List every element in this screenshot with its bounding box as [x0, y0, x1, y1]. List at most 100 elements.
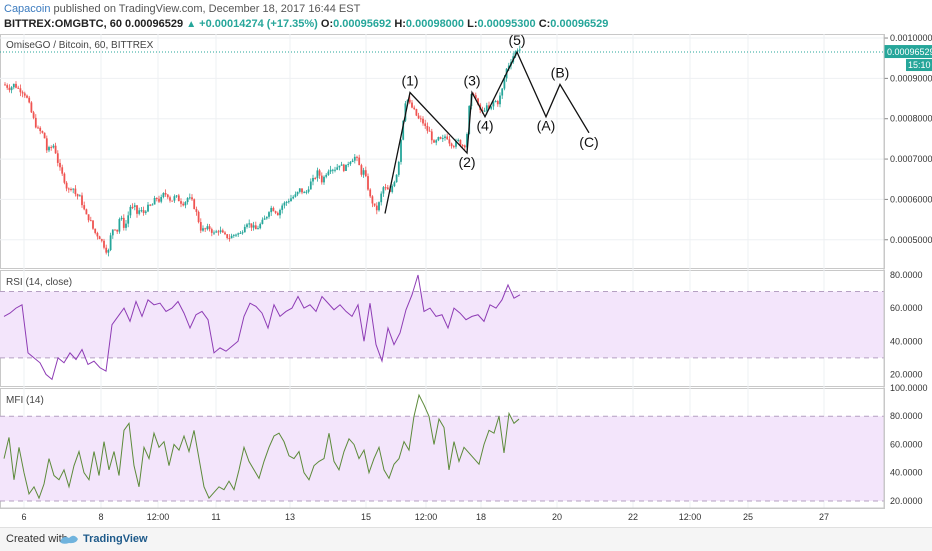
candle-body: [338, 165, 341, 168]
candle-body: [164, 192, 167, 195]
candle-body: [63, 173, 66, 183]
candle-body: [265, 216, 268, 219]
candle-body: [173, 196, 176, 201]
candle-body: [155, 197, 158, 199]
candle-body: [501, 88, 504, 96]
candle-body: [19, 88, 22, 93]
candle-body: [307, 189, 310, 192]
candle-body: [32, 112, 35, 118]
candle-body: [340, 164, 343, 166]
candle-body: [254, 225, 257, 230]
candle-body: [270, 207, 273, 213]
candle-body: [81, 195, 83, 206]
candle-body: [125, 223, 127, 228]
candle-body: [237, 233, 240, 235]
candle-body: [149, 204, 152, 206]
tradingview-logo-icon[interactable]: [58, 532, 80, 549]
candle-body: [158, 198, 160, 202]
x-tick-label: 8: [98, 512, 103, 522]
candle-body: [455, 140, 457, 147]
open-value: 0.00095692: [333, 18, 392, 30]
candle-body: [166, 194, 169, 198]
candle-body: [74, 188, 77, 195]
candle-body: [85, 209, 88, 215]
candle-body: [186, 198, 189, 203]
author-link[interactable]: Capacoin: [4, 3, 51, 15]
candle-body: [494, 101, 497, 103]
candle-body: [411, 102, 413, 108]
candle-body: [503, 78, 506, 89]
candle-body: [59, 162, 61, 168]
candle-body: [356, 156, 358, 158]
x-tick-label: 12:00: [679, 512, 702, 522]
candle-body: [408, 99, 411, 103]
candle-body: [435, 140, 438, 143]
candle-body: [208, 226, 211, 230]
candle-body: [395, 174, 398, 183]
candle-body: [133, 205, 136, 207]
candle-body: [8, 87, 11, 91]
candle-body: [490, 106, 493, 109]
candle-body: [89, 220, 92, 222]
high-label: H:: [394, 18, 406, 30]
candle-body: [384, 187, 387, 189]
candle-body: [257, 228, 259, 230]
candle-body: [111, 229, 114, 236]
candle-body: [426, 125, 429, 131]
candle-body: [52, 145, 55, 148]
candle-body: [312, 177, 314, 182]
candle-body: [325, 174, 328, 177]
candle-body: [12, 83, 15, 88]
candle-body: [439, 137, 442, 139]
candle-body: [197, 211, 200, 223]
rsi-band-fill: [0, 291, 884, 358]
candle-body: [323, 176, 325, 183]
candle-body: [107, 250, 110, 253]
x-tick-label: 15: [361, 512, 371, 522]
candle-body: [287, 201, 290, 203]
candle-body: [334, 169, 336, 171]
candle-body: [507, 65, 510, 69]
candle-body: [98, 236, 101, 240]
x-tick-label: 11: [211, 512, 220, 522]
candle-body: [276, 212, 279, 216]
candle-body: [305, 191, 308, 193]
candle-body: [103, 240, 105, 248]
candle-body: [191, 197, 193, 200]
candle-body: [441, 138, 444, 140]
rsi-tick-label: 80.0000: [890, 270, 923, 280]
tradingview-brand[interactable]: TradingView: [83, 533, 148, 545]
rsi-tick-label: 20.0000: [890, 369, 923, 379]
candle-body: [6, 85, 9, 88]
candle-body: [433, 140, 435, 143]
candle-body: [358, 157, 361, 166]
countdown-tag-text: 15:10: [908, 60, 931, 70]
candle-body: [28, 97, 31, 103]
price-tick-label: 0.00050000: [890, 235, 932, 245]
candle-body: [474, 95, 477, 99]
wave-label: (4): [476, 118, 493, 134]
candle-body: [347, 164, 350, 166]
publish-info: Capacoin published on TradingView.com, D…: [4, 3, 360, 15]
candle-body: [41, 131, 44, 133]
candle-body: [43, 132, 46, 139]
candle-body: [250, 223, 253, 228]
candle-body: [184, 202, 187, 206]
candle-body: [109, 235, 112, 251]
rsi-line: [3, 274, 521, 381]
candle-body: [129, 206, 132, 216]
candle-body: [105, 247, 108, 253]
candle-body: [50, 147, 53, 149]
candle-body: [171, 200, 174, 202]
candle-body: [202, 228, 204, 231]
candle-body: [30, 102, 33, 113]
candle-body: [235, 234, 237, 236]
candle-body: [422, 118, 424, 124]
candle-body: [195, 208, 198, 212]
candle-body: [248, 223, 251, 225]
rsi-tick-label: 60.0000: [890, 303, 923, 313]
open-label: O:: [320, 18, 334, 30]
candle-body: [138, 210, 141, 214]
